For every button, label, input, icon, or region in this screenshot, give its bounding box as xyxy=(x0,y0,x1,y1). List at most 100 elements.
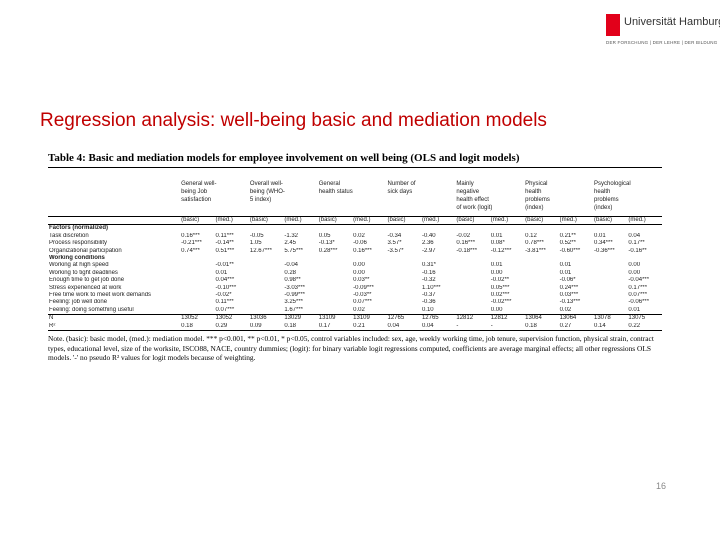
empty-cell xyxy=(249,307,283,315)
cell: -0.06 xyxy=(353,240,367,247)
group-header-text: Physical health problems (index) xyxy=(525,181,550,211)
cell: 13052 xyxy=(180,314,215,323)
subheader-row: (basic) (med.) (basic) (med.) (basic) (med.)(… xyxy=(48,215,662,226)
cell: 0.01 xyxy=(490,262,503,269)
empty-cell xyxy=(593,299,627,306)
empty-cell xyxy=(455,299,489,306)
cell: -0.02*** xyxy=(490,299,512,306)
cell: -0.06*** xyxy=(628,299,650,306)
cell: - xyxy=(489,322,525,332)
cell: 12812 xyxy=(455,314,490,323)
cell: 13064 xyxy=(524,314,559,323)
cell: 0.18 xyxy=(180,322,215,332)
empty-cell xyxy=(387,285,421,292)
cell: 0.51*** xyxy=(215,247,235,254)
cell: 0.07*** xyxy=(353,299,372,306)
cell: 0.17*** xyxy=(628,284,648,291)
cell: -0.14** xyxy=(215,240,234,247)
subheader: (basic) xyxy=(524,215,559,226)
empty-cell xyxy=(318,285,352,292)
group-header-text: Number of sick days xyxy=(387,181,416,195)
cell: 0.11*** xyxy=(215,232,234,239)
empty-cell xyxy=(524,307,558,315)
cell: 0.02 xyxy=(353,232,365,239)
cell: 13078 xyxy=(592,314,628,323)
row-label: Task discretion xyxy=(49,232,89,239)
subheader: (med.) xyxy=(283,215,318,226)
empty-cell xyxy=(318,307,352,315)
cell: 0.28*** xyxy=(318,247,338,254)
table-row: N 13052 13052 13036 13029 13109 13109 12765 1276… xyxy=(48,314,662,323)
cell: 0.03** xyxy=(353,277,370,284)
subheader: (med.) xyxy=(420,215,456,226)
empty-cell xyxy=(593,285,627,292)
empty-cell xyxy=(387,277,421,284)
cell: -2.97 xyxy=(421,247,436,254)
table-row: R² 0.18 0.29 0.09 0.18 0.17 0.21 0.04 0.04- -0.18… xyxy=(48,322,662,332)
cell: - xyxy=(455,322,490,332)
row-label: Working to tight deadlines xyxy=(49,269,118,276)
cell: 0.01 xyxy=(593,232,606,239)
cell: -3.81*** xyxy=(525,247,546,254)
empty-cell xyxy=(524,292,558,299)
cell: -0.60*** xyxy=(559,247,581,254)
cell: 0.29 xyxy=(214,322,249,332)
cell: 0.31* xyxy=(421,262,436,269)
group-header-text: General well-being Job satisfaction xyxy=(181,181,217,203)
row-label: R² xyxy=(48,322,181,332)
empty-cell xyxy=(180,292,214,299)
cell: 12.67*** xyxy=(249,247,272,254)
empty-cell xyxy=(249,270,283,277)
group-header: Physical health problems (index) xyxy=(524,180,593,217)
cell: 2.36 xyxy=(421,240,434,247)
section-label: Working conditions xyxy=(49,255,105,262)
cell: -0.04 xyxy=(284,262,299,269)
cell: 0.00 xyxy=(353,269,365,276)
slide-title: Regression analysis: well-being basic an… xyxy=(40,110,547,131)
table-row: Working conditions xyxy=(48,255,662,262)
cell: 0.17 xyxy=(317,322,353,332)
group-header-row: General well-being Job satisfaction Overa… xyxy=(48,180,662,217)
row-label: Stress experienced at work xyxy=(49,284,122,291)
empty-cell xyxy=(180,299,214,306)
cell: 13109 xyxy=(317,314,353,323)
cell: -0.05 xyxy=(249,232,264,239)
cell: 0.21 xyxy=(352,322,387,332)
empty-cell xyxy=(180,262,214,269)
cell: 13036 xyxy=(248,314,284,323)
cell: 0.16*** xyxy=(181,232,200,239)
cell: -0.03** xyxy=(353,292,372,299)
subheader: (med.) xyxy=(627,215,662,226)
empty-cell xyxy=(249,262,283,269)
cell: 12812 xyxy=(489,314,525,323)
cell: 0.74*** xyxy=(181,247,200,254)
table-note: Note. (basic): basic model, (med.): medi… xyxy=(48,334,654,363)
group-header-text: Mainly negative health effect of work (l… xyxy=(456,181,493,211)
empty-cell xyxy=(318,299,352,306)
cell: 0.01 xyxy=(490,232,503,239)
cell: -3.57* xyxy=(387,247,404,254)
cell: -0.10*** xyxy=(215,284,237,291)
cell: 0.18 xyxy=(283,322,318,332)
cell: 0.04 xyxy=(628,232,641,239)
group-header: General health status xyxy=(318,180,387,217)
empty-cell xyxy=(387,307,421,315)
empty-cell xyxy=(455,277,489,284)
table: General well-being Job satisfaction Overa… xyxy=(48,180,662,332)
subheader: (basic) xyxy=(180,215,215,226)
cell: 0.16*** xyxy=(456,240,476,247)
cell: 0.04 xyxy=(386,322,421,332)
cell: 12765 xyxy=(386,314,421,323)
cell: -0.36 xyxy=(421,299,436,306)
cell: 0.28 xyxy=(284,269,297,276)
cell: 13052 xyxy=(214,314,249,323)
group-header: Number of sick days xyxy=(387,180,456,217)
cell: 0.00 xyxy=(628,269,641,276)
group-header: Psychological health problems (index) xyxy=(593,180,662,217)
corner xyxy=(48,180,180,217)
cell: 0.00 xyxy=(628,262,641,269)
empty-cell xyxy=(180,277,214,284)
cell: -0.18*** xyxy=(456,247,478,254)
row-label: Free time work to meet work demands xyxy=(49,292,152,299)
